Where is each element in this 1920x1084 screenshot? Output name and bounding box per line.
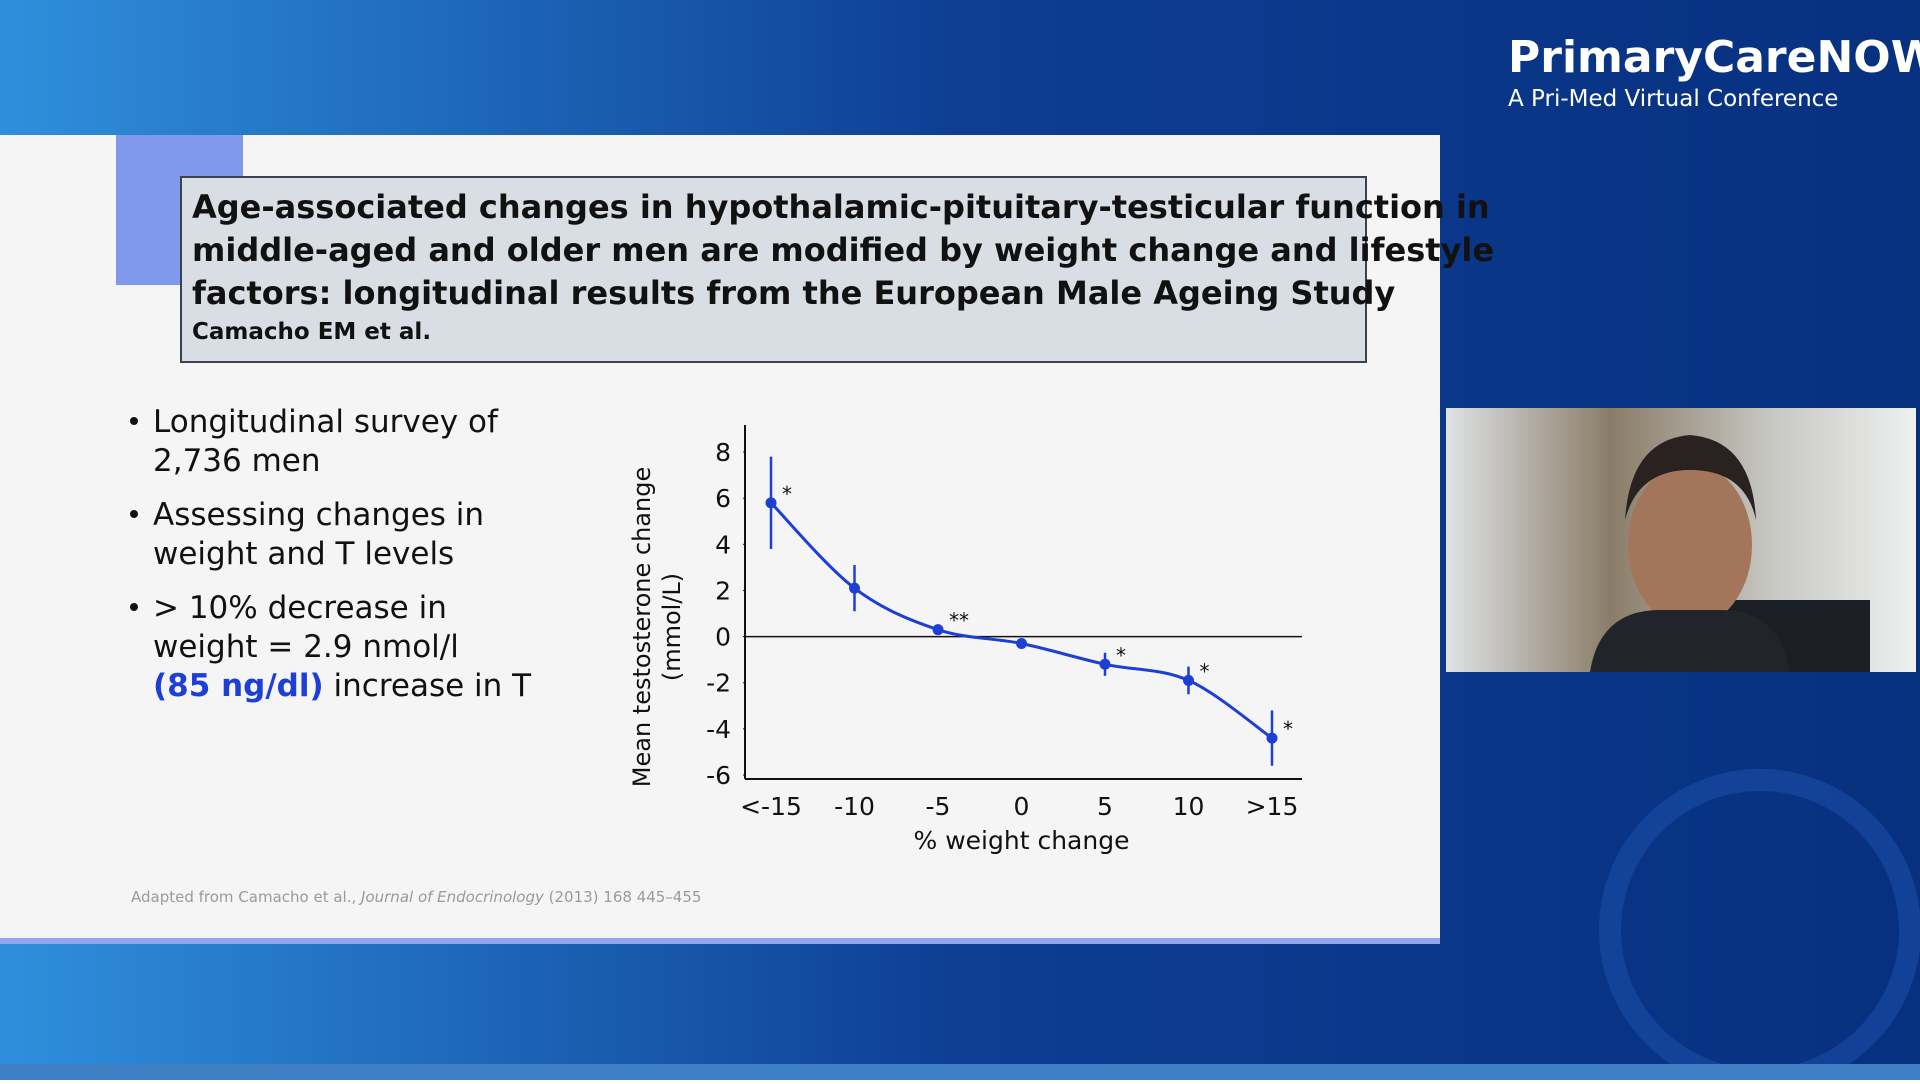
significance-label: * xyxy=(1116,643,1126,667)
x-tick-label: 0 xyxy=(1014,792,1030,821)
y-tick-label: -2 xyxy=(706,669,731,698)
webcam xyxy=(1446,408,1916,672)
data-point xyxy=(1099,658,1111,670)
x-tick-label: 5 xyxy=(1097,792,1113,821)
slide-title: middle-aged and older men are modified b… xyxy=(192,231,1494,269)
significance-label: * xyxy=(782,482,792,506)
x-tick-label: <-15 xyxy=(740,792,802,821)
y-tick-label: -4 xyxy=(706,715,731,744)
slide-title: Age-associated changes in hypothalamic-p… xyxy=(192,188,1490,226)
y-tick-label: 6 xyxy=(715,484,731,513)
x-tick-label: -10 xyxy=(834,792,875,821)
y-tick-label: 8 xyxy=(715,438,731,467)
bullet-text: (85 ng/dl) increase in T xyxy=(153,668,532,704)
bullet-text: increase in T xyxy=(324,668,532,704)
highlight: (85 ng/dl) xyxy=(153,668,324,704)
bullet-text: weight and T levels xyxy=(153,536,454,572)
data-point xyxy=(1183,674,1194,686)
y-tick-label: -6 xyxy=(706,761,731,790)
y-axis-label: (mmol/L) xyxy=(658,573,686,681)
data-point xyxy=(932,624,944,636)
x-tick-label: -5 xyxy=(926,792,951,821)
bullet-text: weight = 2.9 nmol/l xyxy=(153,629,459,665)
title-box xyxy=(180,176,1367,363)
bullet-dot xyxy=(130,510,138,518)
citation-journal: Journal of Endocrinology xyxy=(358,888,545,906)
data-point xyxy=(765,497,777,509)
x-axis-label: % weight change xyxy=(914,826,1130,855)
bullet-text: Assessing changes in xyxy=(153,497,484,533)
citation-text: (2013) 168 445–455 xyxy=(544,888,702,906)
citation: Adapted from Camacho et al., Journal of … xyxy=(131,888,701,906)
y-tick-label: 0 xyxy=(715,623,731,652)
bullet-text: 2,736 men xyxy=(153,443,321,479)
significance-label: * xyxy=(1283,717,1293,741)
y-tick-label: 4 xyxy=(715,530,731,559)
tagline: A Pri-Med Virtual Conference xyxy=(1508,86,1838,112)
bullet-text: > 10% decrease in xyxy=(153,590,447,626)
person-shoulders xyxy=(1590,610,1790,672)
bullet-dot xyxy=(130,417,138,425)
data-point xyxy=(1266,732,1278,744)
authors: Camacho EM et al. xyxy=(192,319,431,345)
y-tick-label: 2 xyxy=(715,576,731,605)
significance-label: * xyxy=(1200,659,1210,683)
data-point xyxy=(1016,638,1027,650)
x-tick-label: 10 xyxy=(1173,792,1205,821)
slide-edge xyxy=(0,938,1440,944)
y-axis-label: Mean testosterone change xyxy=(628,467,656,787)
bullet-text: Longitudinal survey of xyxy=(153,404,499,440)
progress-bar xyxy=(0,1064,1920,1080)
significance-label: ** xyxy=(949,609,969,633)
brand: PrimaryCareNOW xyxy=(1508,32,1920,83)
data-point xyxy=(849,582,860,594)
person-face xyxy=(1628,463,1752,627)
bullet-dot xyxy=(130,603,138,611)
citation-text: Adapted from Camacho et al., xyxy=(131,888,361,906)
person-hair xyxy=(1625,435,1756,520)
x-tick-label: >15 xyxy=(1246,792,1299,821)
slide-title: factors: longitudinal results from the E… xyxy=(192,274,1395,312)
